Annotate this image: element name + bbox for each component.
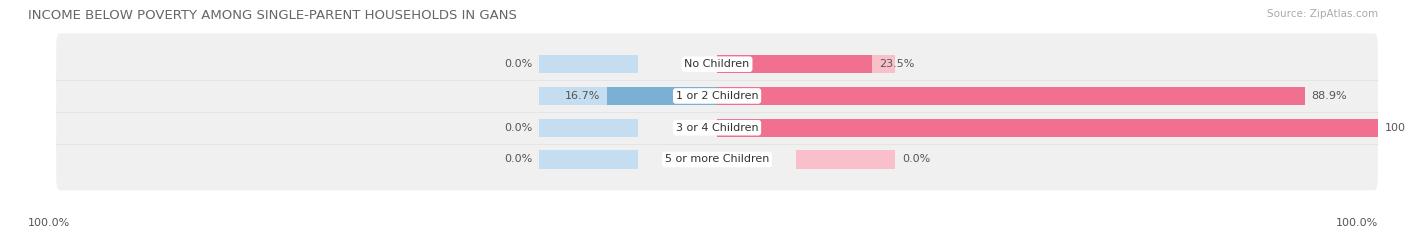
- Bar: [607, 87, 717, 105]
- Bar: [717, 87, 1305, 105]
- Text: 88.9%: 88.9%: [1312, 91, 1347, 101]
- Text: 1 or 2 Children: 1 or 2 Children: [676, 91, 758, 101]
- Text: 0.0%: 0.0%: [503, 123, 531, 133]
- Text: Source: ZipAtlas.com: Source: ZipAtlas.com: [1267, 9, 1378, 19]
- Text: INCOME BELOW POVERTY AMONG SINGLE-PARENT HOUSEHOLDS IN GANS: INCOME BELOW POVERTY AMONG SINGLE-PARENT…: [28, 9, 517, 22]
- Bar: [538, 55, 638, 73]
- Bar: [796, 119, 896, 137]
- Text: 100.0%: 100.0%: [1385, 123, 1406, 133]
- Text: 100.0%: 100.0%: [28, 218, 70, 228]
- Bar: [538, 150, 638, 169]
- Bar: [717, 55, 872, 73]
- Bar: [796, 150, 896, 169]
- Text: 23.5%: 23.5%: [879, 59, 914, 69]
- Bar: [796, 55, 896, 73]
- Text: 16.7%: 16.7%: [565, 91, 600, 101]
- Bar: [538, 87, 638, 105]
- FancyBboxPatch shape: [56, 65, 1378, 127]
- Bar: [538, 119, 638, 137]
- Text: No Children: No Children: [685, 59, 749, 69]
- Bar: [717, 119, 1378, 137]
- Text: 0.0%: 0.0%: [903, 154, 931, 164]
- Text: 0.0%: 0.0%: [503, 59, 531, 69]
- Text: 5 or more Children: 5 or more Children: [665, 154, 769, 164]
- FancyBboxPatch shape: [56, 33, 1378, 95]
- FancyBboxPatch shape: [56, 97, 1378, 158]
- Text: 3 or 4 Children: 3 or 4 Children: [676, 123, 758, 133]
- FancyBboxPatch shape: [56, 129, 1378, 190]
- Text: 100.0%: 100.0%: [1336, 218, 1378, 228]
- Bar: [796, 87, 896, 105]
- Text: 0.0%: 0.0%: [503, 154, 531, 164]
